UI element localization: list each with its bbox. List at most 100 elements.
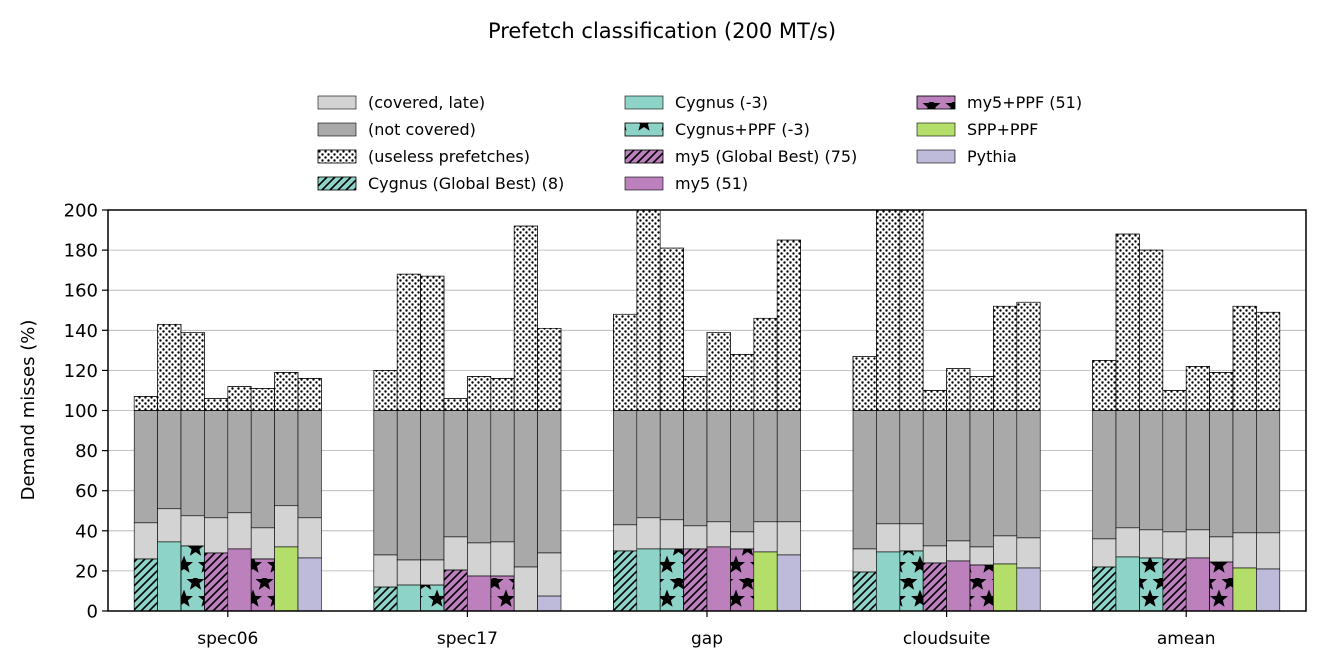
bar-useless-pattern (157, 323, 182, 411)
y-tick-label: 100 (64, 401, 98, 422)
legend-item: my5+PPF (51) (916, 93, 1082, 112)
legend-swatch (624, 176, 664, 191)
legend-item: my5 (Global Best) (75) (624, 147, 857, 166)
bar-late (537, 552, 562, 597)
bar-not-covered (1092, 410, 1117, 540)
bar-not-covered (1139, 410, 1164, 531)
bar-late (396, 559, 421, 586)
y-tick-label: 180 (64, 241, 98, 262)
bar-not-covered (1016, 410, 1041, 539)
legend-label: Cygnus (Global Best) (8) (368, 174, 564, 193)
bar-not-covered (250, 410, 275, 529)
bar-late (1162, 531, 1187, 560)
y-tick-label: 200 (64, 201, 98, 222)
bar-timely-pattern (250, 558, 275, 612)
bar-late (776, 521, 801, 556)
bar-not-covered (776, 410, 801, 523)
bar-timely-pattern (899, 550, 924, 612)
bar-late (969, 546, 994, 566)
bar-timely (706, 546, 731, 612)
bar-useless-pattern (204, 398, 229, 411)
x-tick-label: spec17 (437, 629, 498, 649)
bar-useless-pattern (922, 390, 947, 411)
bar-useless-pattern (1185, 366, 1210, 411)
bar-not-covered (1256, 410, 1281, 534)
bar-not-covered (1209, 410, 1234, 538)
bar-useless-pattern (876, 209, 901, 411)
y-tick-label: 60 (75, 481, 98, 502)
bar-late (513, 566, 538, 612)
legend-item: SPP+PPF (916, 120, 1038, 139)
y-tick-label: 140 (64, 321, 98, 342)
bar-useless-pattern (730, 354, 755, 411)
bar-group-spec06 (133, 323, 322, 612)
bar-timely (537, 595, 562, 612)
bar-late (1139, 529, 1164, 559)
bar-not-covered (274, 410, 299, 507)
legend-label: Cygnus+PPF (-3) (675, 120, 810, 139)
bar-late (753, 521, 778, 553)
bar-not-covered (730, 410, 755, 533)
bar-useless-pattern (133, 396, 158, 411)
bar-useless-pattern (852, 356, 877, 411)
bar-not-covered (180, 410, 205, 517)
x-tick-label: amean (1157, 629, 1216, 649)
bar-late (706, 521, 731, 548)
bar-not-covered (1162, 410, 1187, 533)
bars (133, 209, 1281, 612)
bar-not-covered (1185, 410, 1210, 531)
legend-item: my5 (51) (624, 174, 748, 193)
bar-late (443, 536, 468, 571)
y-tick-label: 0 (87, 602, 98, 623)
bar-late (490, 541, 515, 577)
legend-swatch-pattern (624, 122, 664, 137)
bar-useless-pattern (227, 386, 252, 411)
y-tick-label: 120 (64, 361, 98, 382)
bar-timely-pattern (420, 584, 445, 612)
bar-timely (227, 548, 252, 612)
bar-timely-pattern (373, 586, 398, 612)
legend-label: (useless prefetches) (368, 147, 530, 166)
bar-timely (467, 575, 492, 612)
bar-useless-pattern (1256, 311, 1281, 411)
bar-not-covered (706, 410, 731, 523)
bar-not-covered (969, 410, 994, 548)
bar-timely (1256, 568, 1281, 612)
bar-timely-pattern (730, 548, 755, 612)
bar-not-covered (946, 410, 971, 542)
bar-not-covered (753, 410, 778, 523)
bar-not-covered (297, 410, 322, 519)
bar-useless-pattern (1092, 360, 1117, 411)
bar-timely-pattern (1092, 566, 1117, 612)
bar-timely-pattern (443, 569, 468, 612)
bar-useless-pattern (1115, 233, 1140, 411)
legend-item: (useless prefetches) (317, 147, 530, 166)
bar-useless-pattern (636, 209, 661, 411)
bar-late (274, 505, 299, 548)
bar-not-covered (1115, 410, 1140, 529)
bar-timely (946, 560, 971, 612)
x-tick-label: spec06 (197, 629, 258, 649)
bar-timely (396, 584, 421, 612)
bar-timely (776, 554, 801, 612)
legend-swatch-pattern (624, 149, 664, 164)
bar-useless-pattern (513, 225, 538, 411)
legend-label: Pythia (967, 147, 1017, 166)
bar-useless-pattern (373, 370, 398, 411)
bar-not-covered (852, 410, 877, 550)
bar-timely (157, 541, 182, 612)
bar-useless-pattern (443, 398, 468, 411)
legend-item: Cygnus (Global Best) (8) (317, 174, 564, 193)
bar-timely-pattern (180, 545, 205, 612)
bar-late (227, 512, 252, 550)
bar-useless-pattern (659, 247, 684, 411)
bar-timely (876, 551, 901, 612)
bar-not-covered (204, 410, 229, 519)
bar-late (373, 554, 398, 588)
bar-useless-pattern (776, 239, 801, 411)
bar-useless-pattern (297, 378, 322, 411)
legend-label: (covered, late) (368, 93, 485, 112)
bar-group-cloudsuite (852, 209, 1041, 612)
bar-late (204, 517, 229, 554)
bar-late (636, 517, 661, 550)
